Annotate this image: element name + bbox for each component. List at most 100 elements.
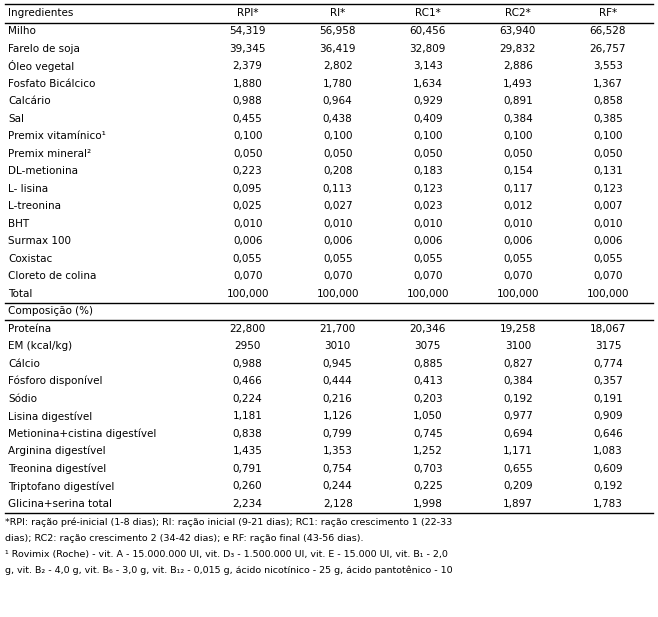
Text: 3,143: 3,143 [413,61,443,71]
Text: 2,802: 2,802 [323,61,353,71]
Text: 0,055: 0,055 [593,254,622,263]
Text: 21,700: 21,700 [320,324,356,334]
Text: 1,171: 1,171 [503,446,533,456]
Text: Cloreto de colina: Cloreto de colina [8,271,96,281]
Text: 0,413: 0,413 [413,376,443,386]
Text: 0,100: 0,100 [323,131,353,141]
Text: Óleo vegetal: Óleo vegetal [8,60,74,72]
Text: 3010: 3010 [324,341,351,351]
Text: 0,791: 0,791 [233,464,263,474]
Text: Proteína: Proteína [8,324,51,334]
Text: L- lisina: L- lisina [8,184,48,194]
Text: Ingredientes: Ingredientes [8,8,74,19]
Text: 0,010: 0,010 [233,219,263,229]
Text: Metionina+cistina digestível: Metionina+cistina digestível [8,428,157,439]
Text: 1,493: 1,493 [503,79,533,89]
Text: 0,123: 0,123 [593,184,623,194]
Text: 1,897: 1,897 [503,499,533,509]
Text: 0,694: 0,694 [503,429,533,439]
Text: 0,123: 0,123 [413,184,443,194]
Text: 1,780: 1,780 [323,79,353,89]
Text: Sódio: Sódio [8,394,37,404]
Text: 39,345: 39,345 [230,44,266,54]
Text: 1,083: 1,083 [593,446,623,456]
Text: Treonina digestível: Treonina digestível [8,463,106,474]
Text: RPI*: RPI* [237,8,259,19]
Text: 3175: 3175 [595,341,621,351]
Text: Coxistac: Coxistac [8,254,52,263]
Text: Lisina digestível: Lisina digestível [8,411,92,421]
Text: 0,192: 0,192 [593,481,623,491]
Text: 2,886: 2,886 [503,61,533,71]
Text: 0,192: 0,192 [503,394,533,404]
Text: 2950: 2950 [234,341,261,351]
Text: 0,055: 0,055 [323,254,353,263]
Text: Composição (%): Composição (%) [8,306,93,317]
Text: 0,964: 0,964 [323,96,353,106]
Text: 0,988: 0,988 [233,358,263,369]
Text: 66,528: 66,528 [590,27,626,36]
Text: 0,050: 0,050 [503,149,532,159]
Text: 100,000: 100,000 [587,289,629,299]
Text: 0,609: 0,609 [593,464,622,474]
Text: 0,384: 0,384 [503,114,533,124]
Text: 0,858: 0,858 [593,96,623,106]
Text: 0,444: 0,444 [323,376,353,386]
Text: DL-metionina: DL-metionina [8,166,78,176]
Text: 0,891: 0,891 [503,96,533,106]
Text: Cálcio: Cálcio [8,358,40,369]
Text: 60,456: 60,456 [410,27,446,36]
Text: 0,384: 0,384 [503,376,533,386]
Text: 0,070: 0,070 [413,271,443,281]
Text: 0,929: 0,929 [413,96,443,106]
Text: 0,010: 0,010 [323,219,353,229]
Text: 1,050: 1,050 [413,412,443,421]
Text: 0,945: 0,945 [323,358,353,369]
Text: 1,783: 1,783 [593,499,623,509]
Text: 0,209: 0,209 [503,481,533,491]
Text: 2,379: 2,379 [233,61,263,71]
Text: 1,634: 1,634 [413,79,443,89]
Text: 0,070: 0,070 [233,271,263,281]
Text: 0,224: 0,224 [233,394,263,404]
Text: 3075: 3075 [415,341,441,351]
Text: 22,800: 22,800 [230,324,266,334]
Text: 0,225: 0,225 [413,481,443,491]
Text: 0,055: 0,055 [503,254,533,263]
Text: 29,832: 29,832 [499,44,536,54]
Text: 100,000: 100,000 [497,289,539,299]
Text: 0,100: 0,100 [594,131,622,141]
Text: 0,385: 0,385 [593,114,623,124]
Text: 0,745: 0,745 [413,429,443,439]
Text: 0,117: 0,117 [503,184,533,194]
Text: 0,007: 0,007 [594,201,622,211]
Text: 3,553: 3,553 [593,61,623,71]
Text: 0,113: 0,113 [323,184,353,194]
Text: 0,646: 0,646 [593,429,623,439]
Text: 2,234: 2,234 [233,499,263,509]
Text: 0,070: 0,070 [503,271,532,281]
Text: Premix vitamínico¹: Premix vitamínico¹ [8,131,106,141]
Text: 0,100: 0,100 [503,131,532,141]
Text: 0,223: 0,223 [233,166,263,176]
Text: 0,754: 0,754 [323,464,353,474]
Text: 0,006: 0,006 [413,236,443,246]
Text: 100,000: 100,000 [407,289,449,299]
Text: 1,181: 1,181 [233,412,263,421]
Text: 0,070: 0,070 [323,271,353,281]
Text: 0,357: 0,357 [593,376,623,386]
Text: 0,655: 0,655 [503,464,533,474]
Text: 0,050: 0,050 [594,149,622,159]
Text: 19,258: 19,258 [499,324,536,334]
Text: 1,353: 1,353 [323,446,353,456]
Text: RI*: RI* [330,8,345,19]
Text: Fosfato Bicálcico: Fosfato Bicálcico [8,79,95,89]
Text: 32,809: 32,809 [410,44,446,54]
Text: 0,100: 0,100 [413,131,443,141]
Text: 20,346: 20,346 [410,324,446,334]
Text: *RPI: ração pré-inicial (1-8 dias); RI: ração inicial (9-21 dias); RC1: ração cr: *RPI: ração pré-inicial (1-8 dias); RI: … [5,518,452,528]
Text: 0,885: 0,885 [413,358,443,369]
Text: 36,419: 36,419 [320,44,356,54]
Text: 1,367: 1,367 [593,79,623,89]
Text: Glicina+serina total: Glicina+serina total [8,499,112,509]
